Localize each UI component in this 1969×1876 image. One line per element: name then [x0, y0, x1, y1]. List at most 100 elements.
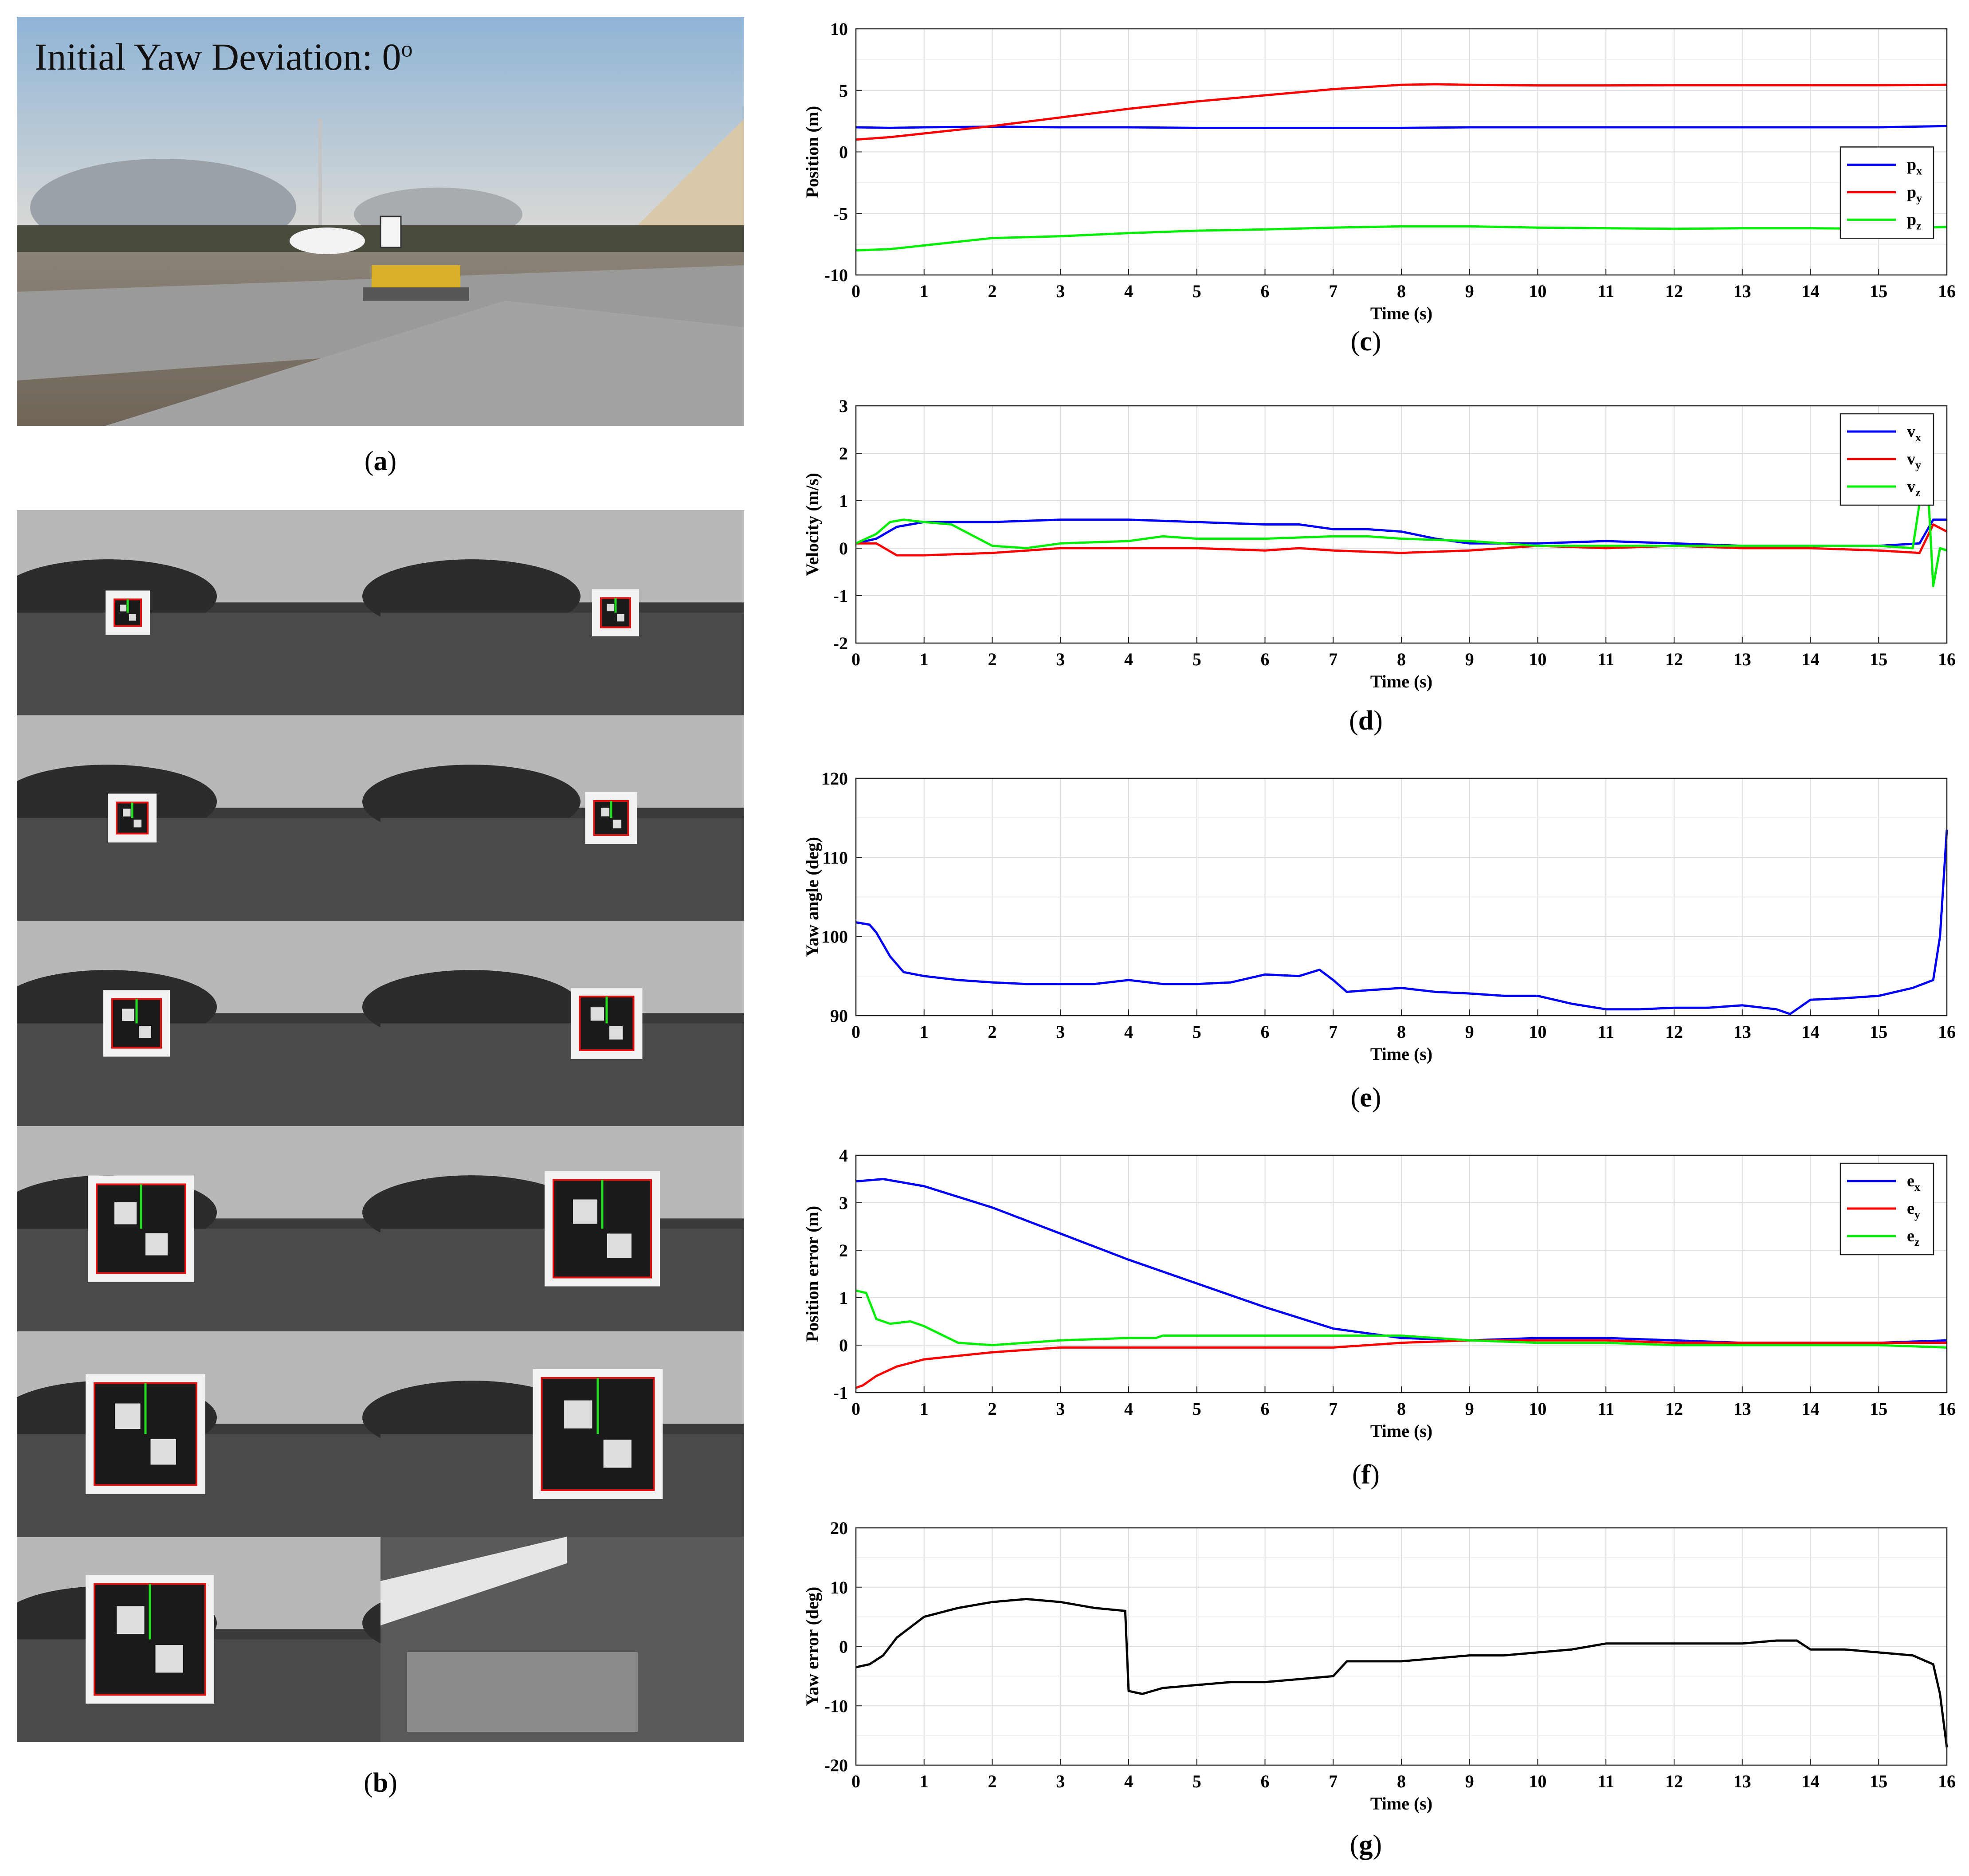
x-tick-label: 14	[1802, 281, 1820, 301]
x-tick-label: 16	[1938, 649, 1956, 669]
x-tick-label: 13	[1734, 1399, 1751, 1419]
x-tick-label: 15	[1870, 1771, 1887, 1791]
photo-a-overlay-title: Initial Yaw Deviation: 0o	[35, 35, 413, 78]
y-tick-label: 0	[839, 142, 848, 162]
x-tick-label: 2	[988, 1399, 997, 1419]
x-axis-label: Time (s)	[1370, 1421, 1432, 1441]
chart-g: 0 1 2 3 4 5 6 7 8 9 10 11 12 13 14 15 16 -20 -10 0 10 20 Time …	[789, 1512, 1960, 1823]
y-tick-label: 90	[830, 1006, 848, 1026]
caption-a: (a)	[364, 446, 397, 476]
x-tick-label: 0	[851, 1771, 860, 1791]
y-tick-label: 2	[839, 443, 848, 463]
x-tick-label: 2	[988, 1022, 997, 1042]
y-axis-label: Position error (m)	[802, 1206, 822, 1342]
x-tick-label: 12	[1665, 649, 1683, 669]
y-tick-label: 0	[839, 1335, 848, 1355]
y-tick-label: 10	[830, 19, 848, 39]
x-tick-label: 11	[1597, 1771, 1614, 1791]
x-tick-label: 13	[1734, 649, 1751, 669]
x-tick-label: 9	[1465, 1022, 1474, 1042]
x-tick-label: 0	[851, 1022, 860, 1042]
x-axis-label: Time (s)	[1370, 671, 1432, 691]
x-tick-label: 14	[1802, 649, 1820, 669]
y-tick-label: 20	[830, 1518, 848, 1538]
x-tick-label: 4	[1124, 1771, 1133, 1791]
camera-frame	[362, 1537, 744, 1742]
x-tick-label: 10	[1529, 1022, 1547, 1042]
series-line	[855, 1339, 1947, 1389]
y-tick-label: -10	[824, 265, 848, 285]
camera-frame	[17, 921, 380, 1126]
y-tick-label: 110	[822, 848, 848, 867]
x-tick-label: 16	[1938, 1022, 1956, 1042]
y-tick-label: -5	[833, 204, 848, 224]
camera-frame	[362, 921, 744, 1126]
x-tick-label: 13	[1734, 1771, 1751, 1791]
photo-a: Initial Yaw Deviation: 0o	[17, 17, 744, 426]
camera-frame	[17, 510, 380, 715]
x-tick-label: 16	[1938, 1771, 1956, 1791]
x-tick-label: 3	[1056, 1399, 1065, 1419]
x-tick-label: 12	[1665, 1022, 1683, 1042]
caption-b: (b)	[364, 1768, 397, 1798]
x-tick-label: 8	[1397, 1022, 1406, 1042]
x-tick-label: 10	[1529, 1399, 1547, 1419]
x-tick-label: 6	[1261, 1399, 1270, 1419]
x-tick-label: 8	[1397, 1771, 1406, 1791]
x-tick-label: 13	[1734, 281, 1751, 301]
x-tick-label: 3	[1056, 1771, 1065, 1791]
x-tick-label: 16	[1938, 281, 1956, 301]
series-line	[855, 457, 1947, 588]
x-tick-label: 14	[1802, 1399, 1820, 1419]
x-tick-label: 4	[1124, 1399, 1133, 1419]
x-tick-label: 7	[1329, 1771, 1338, 1791]
caption-g: (g)	[1349, 1830, 1382, 1860]
x-tick-label: 5	[1192, 1399, 1201, 1419]
y-tick-label: 2	[839, 1240, 848, 1260]
caption-f: (f)	[1352, 1460, 1380, 1490]
y-tick-label: -1	[833, 1383, 848, 1403]
caption-d: (d)	[1349, 706, 1383, 736]
camera-frame	[362, 1126, 744, 1331]
x-tick-label: 7	[1329, 1022, 1338, 1042]
x-tick-label: 10	[1529, 281, 1547, 301]
y-axis-label: Position (m)	[802, 106, 822, 198]
x-tick-label: 12	[1665, 281, 1683, 301]
x-tick-label: 9	[1465, 281, 1474, 301]
caption-e: (e)	[1350, 1083, 1381, 1113]
x-tick-label: 3	[1056, 1022, 1065, 1042]
x-tick-label: 4	[1124, 1022, 1133, 1042]
x-tick-label: 14	[1802, 1771, 1820, 1791]
camera-frame	[362, 1331, 744, 1537]
x-tick-label: 9	[1465, 649, 1474, 669]
y-tick-label: -10	[824, 1696, 848, 1716]
x-tick-label: 11	[1597, 649, 1614, 669]
y-tick-label: -1	[833, 586, 848, 606]
x-tick-label: 9	[1465, 1399, 1474, 1419]
x-tick-label: 11	[1597, 1399, 1614, 1419]
x-tick-label: 5	[1192, 281, 1201, 301]
x-tick-label: 6	[1261, 1771, 1270, 1791]
x-tick-label: 11	[1597, 281, 1614, 301]
camera-frame	[17, 715, 380, 921]
y-axis-label: Yaw angle (deg)	[802, 837, 822, 957]
x-tick-label: 12	[1665, 1771, 1683, 1791]
y-tick-label: 1	[839, 1288, 848, 1308]
x-tick-label: 16	[1938, 1399, 1956, 1419]
chart-e: 0 1 2 3 4 5 6 7 8 9 10 11 12 13 14 15 16 90 100 110 120 Time …	[789, 763, 1960, 1073]
x-tick-label: 15	[1870, 649, 1887, 669]
x-tick-label: 1	[920, 1022, 929, 1042]
x-tick-label: 4	[1124, 649, 1133, 669]
x-tick-label: 7	[1329, 1399, 1338, 1419]
camera-frame	[362, 510, 744, 715]
chart-d: 0 1 2 3 4 5 6 7 8 9 10 11 12 13 14 15 16 -2 -1 0 1 2 3 Time (s)…	[789, 390, 1960, 701]
legend-label: ex	[1907, 1172, 1920, 1193]
legend-label: px	[1907, 155, 1922, 177]
x-tick-label: 8	[1397, 281, 1406, 301]
x-tick-label: 1	[920, 1399, 929, 1419]
x-tick-label: 8	[1397, 1399, 1406, 1419]
x-tick-label: 15	[1870, 1399, 1887, 1419]
x-tick-label: 1	[920, 1771, 929, 1791]
x-tick-label: 12	[1665, 1399, 1683, 1419]
x-axis-label: Time (s)	[1370, 1794, 1432, 1813]
